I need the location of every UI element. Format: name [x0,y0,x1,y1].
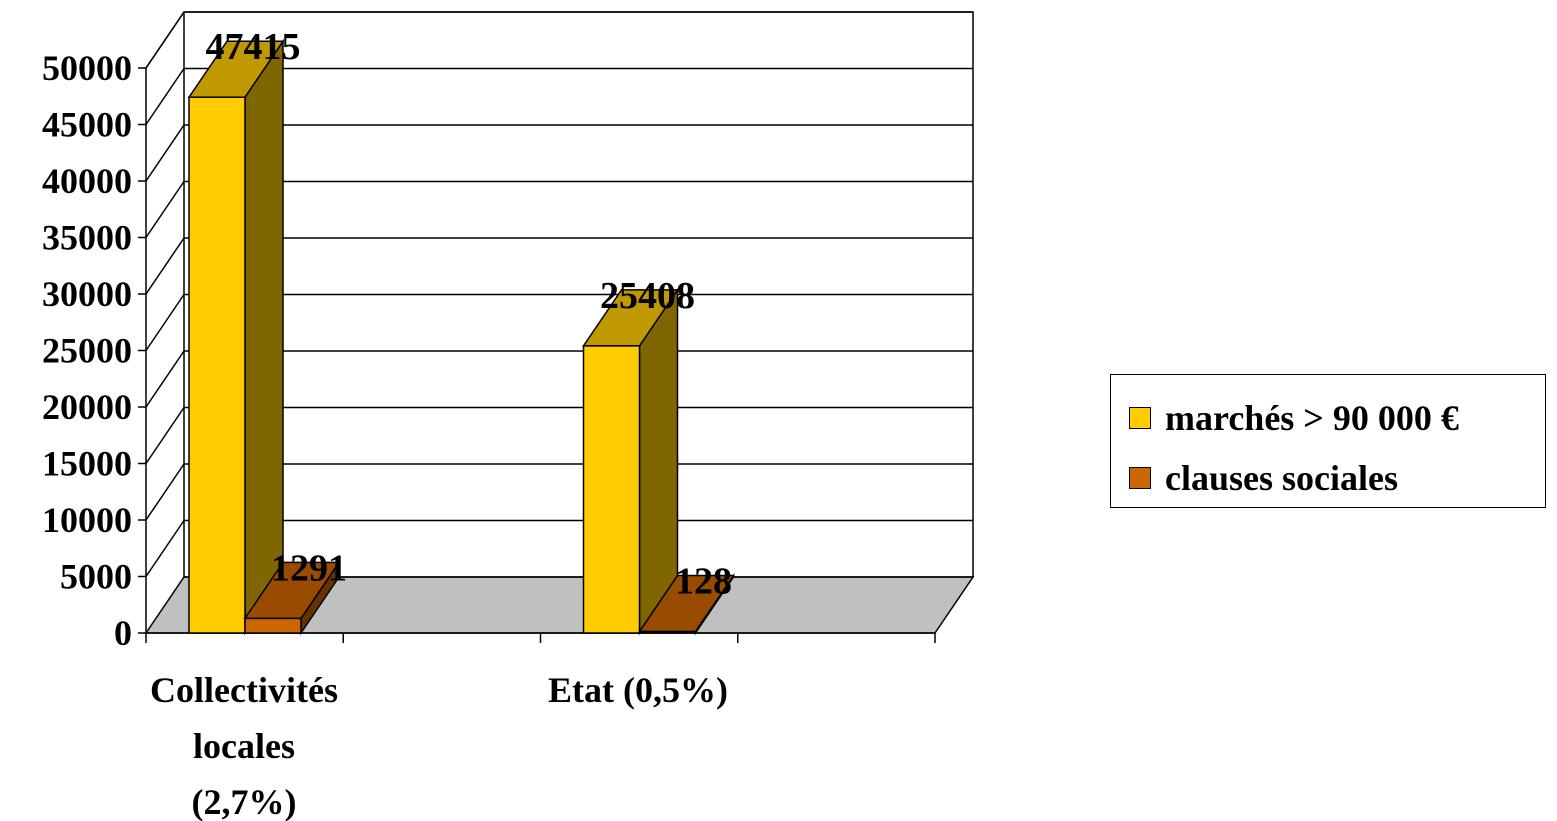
gridline-side [145,11,185,69]
y-tick-label: 20000 [42,387,132,427]
x-tick-label-1-0: Etat (0,5%) [548,670,728,710]
data-label-marches-1: 25408 [600,275,695,317]
gridline-side [145,68,185,125]
legend: marchés > 90 000 € clauses sociales [1110,374,1546,508]
gridline-side [145,520,185,577]
y-tick-label: 10000 [42,500,132,540]
gridline-side [145,124,185,182]
bar-clauses-0 [244,617,302,634]
data-label-clauses-0: 1291 [271,547,347,589]
y-tick-label: 15000 [42,444,132,484]
bar-side-marches-1 [638,287,679,636]
gridline-side [145,181,185,238]
legend-label-clauses: clauses sociales [1165,458,1398,498]
legend-item-marches: marchés > 90 000 € [1129,397,1459,439]
gridline-side [145,237,185,295]
data-label-marches-0: 47415 [206,26,301,68]
gridline-side [145,294,185,351]
y-tick-label: 0 [114,613,132,653]
bar-side-marches-0 [244,38,284,636]
legend-swatch-marches [1129,407,1151,429]
y-tick-label: 25000 [42,331,132,371]
y-tick-label: 45000 [42,105,132,145]
x-tick-label-0-2: (2,7%) [192,782,297,821]
y-tick-label: 5000 [60,557,132,597]
gridline-side [145,350,185,408]
legend-label-marches: marchés > 90 000 € [1165,398,1459,438]
data-label-clauses-1: 128 [675,561,732,603]
bar-clauses-1 [638,630,697,634]
gridline-side [145,407,185,464]
bar-marches-1 [582,345,641,634]
y-tick-label: 50000 [42,48,132,88]
x-tick-label-0-0: Collectivités [150,670,338,710]
gridline-side [145,463,185,521]
y-tick-label: 35000 [42,218,132,258]
legend-swatch-clauses [1129,467,1151,489]
x-tick-label-0-1: locales [193,726,295,766]
legend-item-clauses: clauses sociales [1129,457,1398,499]
bar-marches-0 [188,96,246,634]
y-tick-label: 40000 [42,161,132,201]
y-tick-label: 30000 [42,274,132,314]
